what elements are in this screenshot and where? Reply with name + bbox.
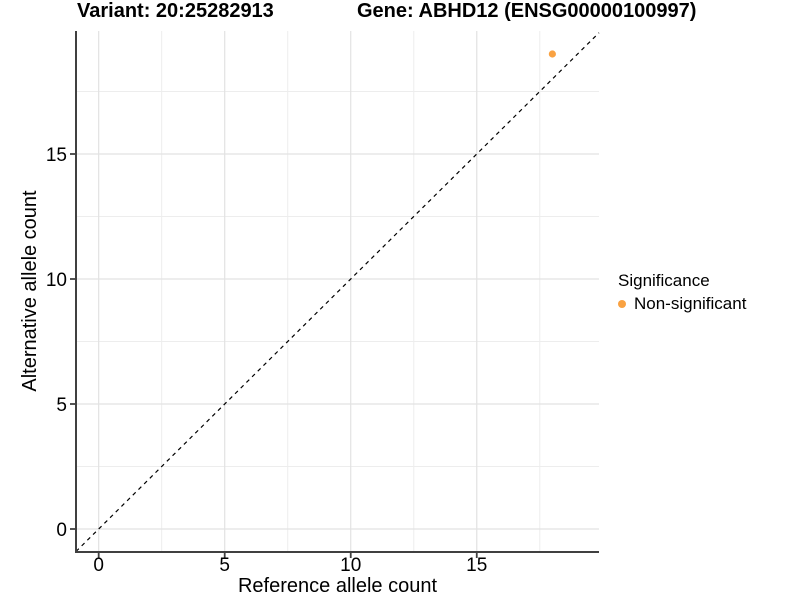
legend-key-dot bbox=[618, 300, 626, 308]
legend-item-label: Non-significant bbox=[634, 294, 747, 313]
legend-item: Non-significant bbox=[618, 294, 746, 314]
y-tick-label: 15 bbox=[46, 145, 67, 166]
identity-dashed-line bbox=[75, 32, 600, 552]
y-tick-label: 0 bbox=[56, 520, 67, 541]
legend-title: Significance bbox=[618, 271, 710, 290]
x-tick-label: 10 bbox=[340, 555, 361, 576]
x-tick-label: 0 bbox=[93, 555, 104, 576]
y-axis-title: Alternative allele count bbox=[19, 190, 41, 392]
legend: Significance Non-significant bbox=[618, 271, 746, 314]
y-tick-label: 10 bbox=[46, 270, 67, 291]
x-tick-label: 5 bbox=[219, 555, 230, 576]
plot-title-gene: Gene: ABHD12 (ENSG00000100997) bbox=[357, 0, 697, 22]
y-tick-label: 5 bbox=[56, 395, 67, 416]
x-axis-title: Reference allele count bbox=[237, 575, 437, 597]
x-tick-label: 15 bbox=[466, 555, 487, 576]
plot-title-variant: Variant: 20:25282913 bbox=[77, 0, 274, 22]
data-point bbox=[548, 50, 556, 58]
